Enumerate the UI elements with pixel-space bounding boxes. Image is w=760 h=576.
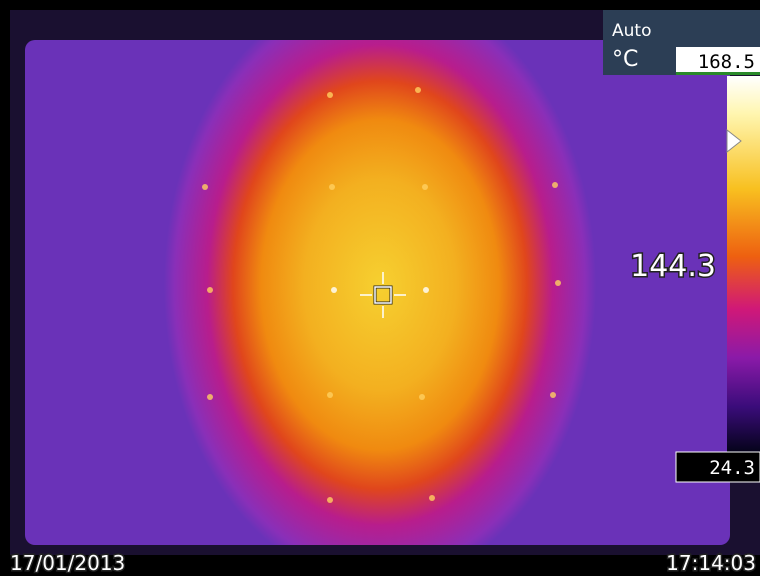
mode-label: Auto (612, 21, 651, 41)
thermal-screen: Auto °C 168.5 24.3 144.3 17/01/2013 17:1… (0, 0, 760, 576)
scale-min: 24.3 (709, 457, 755, 479)
color-scale (727, 76, 760, 452)
unit-label: °C (612, 47, 638, 72)
time: 17:14:03 (666, 551, 756, 575)
date: 17/01/2013 (10, 551, 125, 575)
scale-max: 168.5 (698, 51, 755, 73)
thermal-image (25, 40, 730, 545)
spot-temperature: 144.3 (630, 249, 716, 284)
